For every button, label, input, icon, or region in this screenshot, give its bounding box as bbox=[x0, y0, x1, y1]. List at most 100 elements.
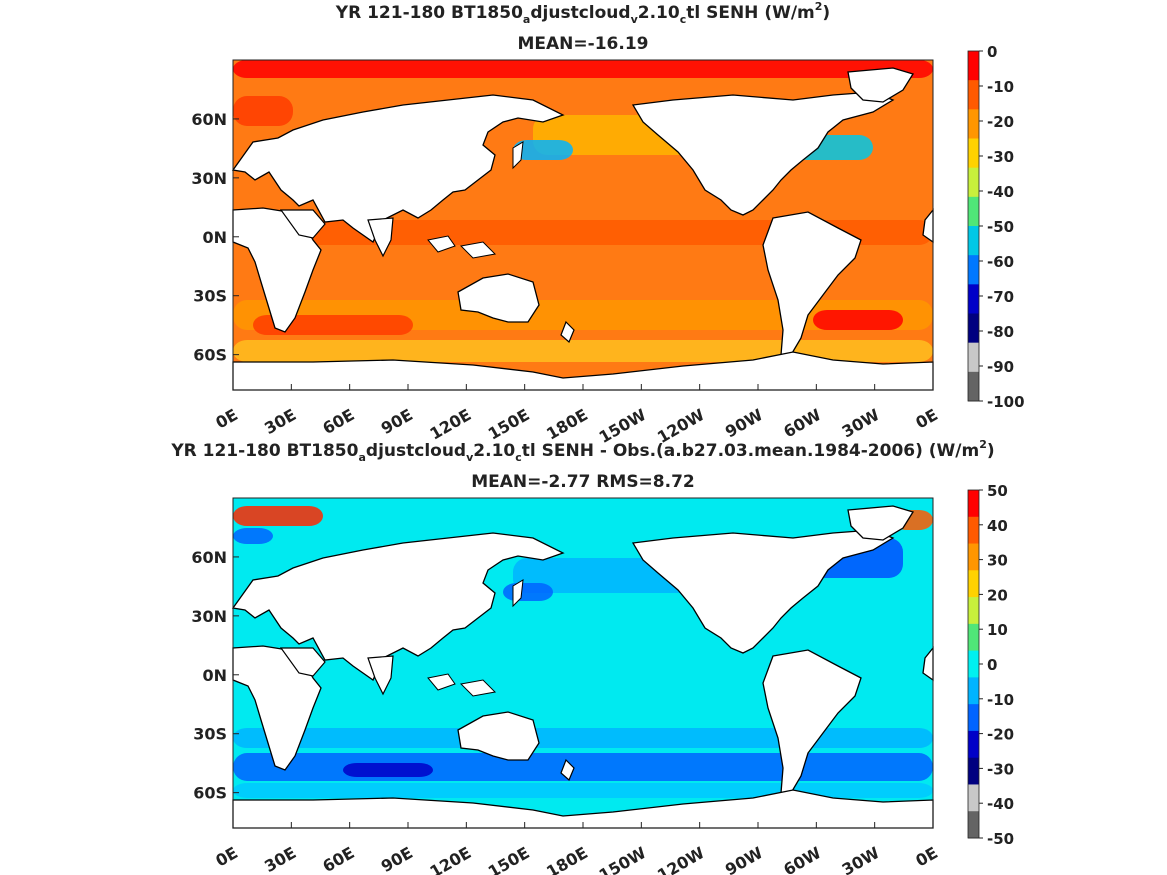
field-patch bbox=[233, 220, 933, 245]
field-patch bbox=[233, 783, 933, 798]
title-part: 2 bbox=[815, 0, 823, 13]
x-tick-label: 60W bbox=[780, 405, 824, 442]
x-tick-label: 180E bbox=[543, 405, 591, 444]
title-part: YR 121-180 BT1850 bbox=[335, 3, 523, 23]
x-tick-label: 0E bbox=[912, 405, 941, 432]
x-tick-label: 150E bbox=[485, 843, 533, 875]
colorbar-label: -40 bbox=[987, 795, 1014, 813]
map-panel-1: YR 121-180 BT1850adjustcloudv2.10ctl SEN… bbox=[191, 0, 1024, 447]
colorbar-label: -50 bbox=[987, 218, 1014, 236]
y-tick-label: 60S bbox=[193, 346, 227, 365]
field-patch bbox=[503, 583, 553, 601]
x-tick-label: 60W bbox=[780, 843, 824, 875]
map-field bbox=[232, 497, 934, 829]
colorbar-segment bbox=[968, 226, 979, 256]
field-patch bbox=[813, 310, 903, 330]
chart-title: YR 121-180 BT1850adjustcloudv2.10ctl SEN… bbox=[335, 0, 830, 26]
title-part: ) bbox=[822, 3, 830, 23]
title-part: a bbox=[358, 451, 365, 464]
title-part: v bbox=[466, 451, 474, 464]
field-patch bbox=[343, 763, 433, 777]
colorbar-label: 50 bbox=[987, 482, 1008, 500]
title-part: djustcloud bbox=[366, 441, 466, 461]
x-tick-label: 120E bbox=[426, 843, 474, 875]
x-tick-label: 90W bbox=[722, 405, 766, 442]
colorbar-segment bbox=[968, 371, 979, 402]
x-tick-label: 150E bbox=[485, 405, 533, 444]
field-patch bbox=[233, 96, 293, 126]
y-tick-label: 0N bbox=[202, 666, 227, 685]
field-patch bbox=[233, 728, 933, 748]
colorbar-segment bbox=[968, 543, 979, 571]
field-patch bbox=[233, 753, 933, 781]
x-tick-label: 30W bbox=[839, 405, 883, 442]
colorbar-label: -30 bbox=[987, 148, 1014, 166]
chart-subtitle: MEAN=-16.19 bbox=[518, 34, 649, 54]
field-patch bbox=[513, 140, 573, 160]
colorbar-label: -80 bbox=[987, 323, 1014, 341]
title-part: tl SENH (W/m bbox=[686, 3, 815, 23]
colorbar-segment bbox=[968, 811, 979, 839]
colorbar: 0 -10 -20 -30 -40 -50 -60 -70 -80 -90 -100 bbox=[967, 43, 1025, 411]
colorbar-label: -40 bbox=[987, 183, 1014, 201]
colorbar-label: -20 bbox=[987, 113, 1014, 131]
colorbar-segment bbox=[968, 570, 979, 598]
y-tick-label: 0N bbox=[202, 228, 227, 247]
colorbar-label: -10 bbox=[987, 691, 1014, 709]
y-tick-label: 60S bbox=[193, 784, 227, 803]
y-tick-label: 60N bbox=[191, 548, 227, 567]
colorbar-label: -50 bbox=[987, 830, 1014, 848]
colorbar-segment bbox=[968, 677, 979, 705]
field-patch bbox=[233, 340, 933, 362]
map-panel-2: YR 121-180 BT1850adjustcloudv2.10ctl SEN… bbox=[170, 438, 1014, 875]
title-part: tl SENH - Obs.(a.b27.03.mean.1984-2006) … bbox=[522, 441, 979, 461]
colorbar-label: -100 bbox=[987, 393, 1025, 411]
x-tick-label: 0E bbox=[212, 843, 241, 870]
colorbar-segment bbox=[968, 80, 979, 110]
title-part: YR 121-180 BT1850 bbox=[170, 441, 358, 461]
colorbar-label: -60 bbox=[987, 253, 1014, 271]
colorbar: 50 40 30 20 10 0 -10 -20 -30 -40 -50 bbox=[967, 482, 1014, 848]
y-tick-label: 30N bbox=[191, 169, 227, 188]
x-tick-label: 180E bbox=[543, 843, 591, 875]
x-tick-label: 90W bbox=[722, 843, 766, 875]
x-tick-label: 120E bbox=[426, 405, 474, 444]
colorbar-label: 10 bbox=[987, 621, 1008, 639]
colorbar-segment bbox=[968, 784, 979, 812]
colorbar-segment bbox=[968, 623, 979, 652]
colorbar-label: 0 bbox=[987, 656, 997, 674]
colorbar-segment bbox=[968, 138, 979, 169]
colorbar-segment bbox=[968, 757, 979, 785]
colorbar-segment bbox=[968, 490, 979, 518]
y-tick-label: 30N bbox=[191, 607, 227, 626]
field-patch bbox=[233, 60, 933, 78]
y-tick-label: 30S bbox=[193, 725, 227, 744]
colorbar-segment bbox=[968, 313, 979, 344]
x-tick-label: 30E bbox=[261, 405, 299, 438]
colorbar-segment bbox=[968, 342, 979, 373]
x-tick-label: 90E bbox=[378, 843, 416, 875]
colorbar-segment bbox=[968, 284, 979, 314]
x-tick-label: 60E bbox=[319, 843, 357, 875]
x-tick-label: 90E bbox=[378, 405, 416, 438]
x-tick-label: 30E bbox=[261, 843, 299, 875]
colorbar-label: -20 bbox=[987, 726, 1014, 744]
colorbar-label: 20 bbox=[987, 586, 1008, 604]
colorbar-label: 0 bbox=[987, 43, 997, 61]
title-part: c bbox=[680, 13, 687, 26]
chart-subtitle: MEAN=-2.77 RMS=8.72 bbox=[471, 472, 695, 492]
title-part: 2.10 bbox=[638, 3, 680, 23]
x-tick-label: 120W bbox=[654, 843, 708, 875]
colorbar-segment bbox=[968, 255, 979, 285]
colorbar-label: -90 bbox=[987, 358, 1014, 376]
colorbar-label: -30 bbox=[987, 760, 1014, 778]
colorbar-label: 30 bbox=[987, 552, 1008, 570]
x-tick-label: 150W bbox=[596, 843, 650, 875]
x-tick-label: 0E bbox=[912, 843, 941, 870]
title-part: ) bbox=[987, 441, 995, 461]
title-part: c bbox=[515, 451, 522, 464]
y-tick-label: 30S bbox=[193, 287, 227, 306]
colorbar-segment bbox=[968, 51, 979, 81]
title-part: v bbox=[631, 13, 639, 26]
title-part: djustcloud bbox=[530, 3, 630, 23]
